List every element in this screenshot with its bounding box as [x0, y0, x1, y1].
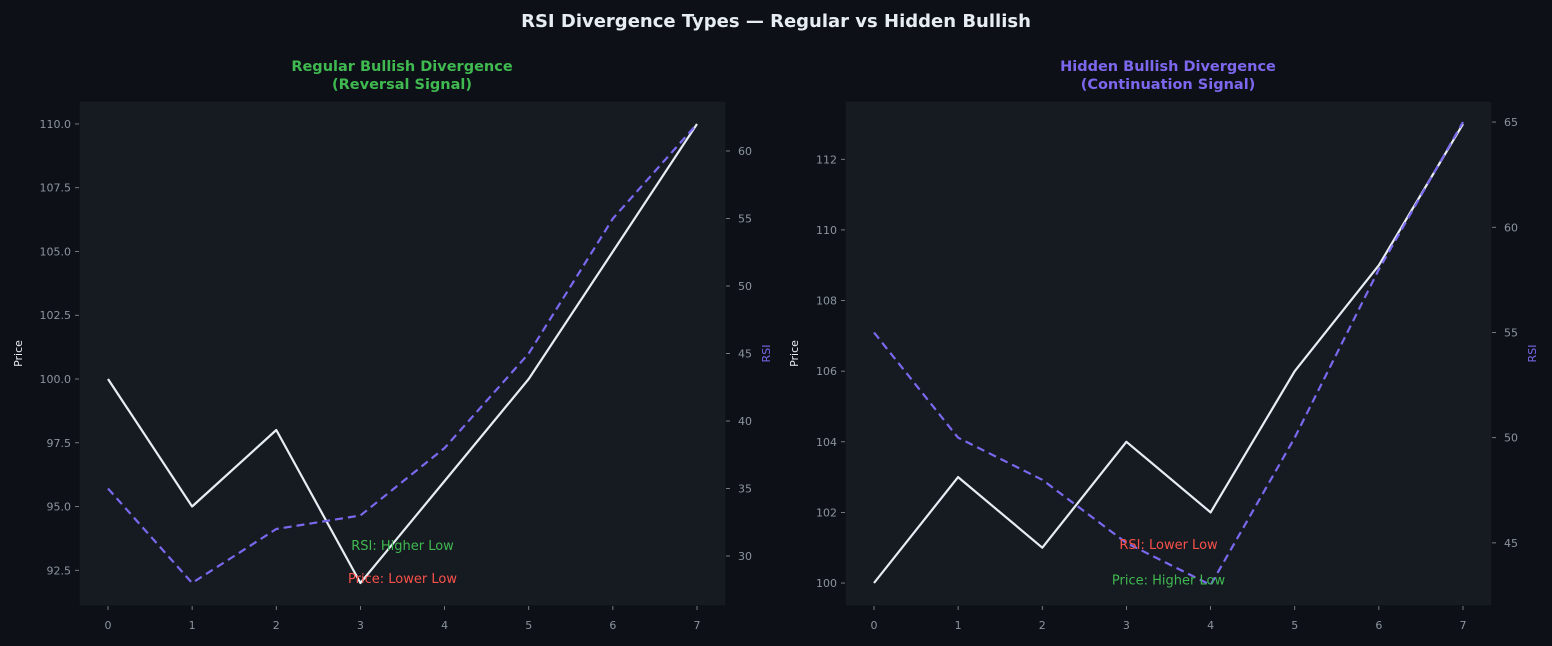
- x-tick-label: 4: [1207, 619, 1214, 632]
- price-series-line: [873, 123, 1464, 584]
- y2-axis-label: RSI: [760, 345, 773, 363]
- panel-title-line: Hidden Bullish Divergence: [1060, 59, 1276, 75]
- y-tick-label: 107.5: [40, 182, 72, 195]
- annotation-label: Price: Higher Low: [1112, 574, 1226, 589]
- y-tick-label: 105.0: [40, 245, 72, 258]
- x-tick-label: 5: [1291, 619, 1298, 632]
- panel-title: Hidden Bullish Divergence (Continuation S…: [1060, 59, 1276, 93]
- y-tick-label: 100: [816, 577, 837, 590]
- y-tick-label: 108: [816, 295, 837, 308]
- annotation-label: RSI: Lower Low: [1119, 538, 1218, 553]
- plot-area: [844, 100, 1493, 607]
- x-tick-label: 6: [609, 619, 616, 632]
- y2-tick-label: 65: [1504, 116, 1518, 129]
- y2-tick-label: 50: [1504, 432, 1518, 445]
- y-tick-label: 112: [816, 153, 837, 166]
- y2-tick-label: 45: [1504, 537, 1518, 550]
- rsi-series-line: [107, 123, 698, 585]
- annotation-label: RSI: Higher Low: [351, 539, 454, 554]
- plot-area: [78, 100, 727, 607]
- y-tick-label: 92.5: [47, 564, 72, 577]
- annotation-label: Price: Lower Low: [348, 572, 457, 587]
- rsi-series-line: [873, 121, 1464, 587]
- y2-tick-label: 35: [738, 483, 752, 496]
- x-tick-label: 5: [525, 619, 532, 632]
- x-tick-label: 3: [1123, 619, 1130, 632]
- panel-title: Regular Bullish Divergence (Reversal Sign…: [291, 59, 513, 93]
- y2-tick-label: 50: [738, 280, 752, 293]
- x-tick-label: 2: [273, 619, 280, 632]
- y2-tick-label: 55: [1504, 326, 1518, 339]
- y-tick-label: 102.5: [40, 309, 72, 322]
- x-tick-label: 7: [694, 619, 701, 632]
- x-tick-label: 2: [1039, 619, 1046, 632]
- y2-tick-label: 60: [738, 145, 752, 158]
- y2-axis-label: RSI: [1526, 345, 1539, 363]
- x-tick-label: 7: [1460, 619, 1467, 632]
- y2-tick-label: 55: [738, 212, 752, 225]
- chart-panel-1: Regular Bullish Divergence (Reversal Sign…: [12, 59, 773, 632]
- x-tick-label: 1: [189, 619, 196, 632]
- y-axis-label: Price: [12, 340, 25, 367]
- y-tick-label: 100.0: [40, 373, 72, 386]
- figure-title: RSI Divergence Types — Regular vs Hidden…: [521, 11, 1031, 32]
- y-tick-label: 102: [816, 506, 837, 519]
- y2-tick-label: 40: [738, 415, 752, 428]
- x-tick-label: 0: [105, 619, 112, 632]
- y2-tick-label: 30: [738, 550, 752, 563]
- panel-title-line: Regular Bullish Divergence: [291, 59, 513, 75]
- y2-tick-label: 60: [1504, 221, 1518, 234]
- y-tick-label: 110: [816, 224, 837, 237]
- x-tick-label: 1: [955, 619, 962, 632]
- y-tick-label: 104: [816, 436, 837, 449]
- y-axis-label: Price: [788, 340, 801, 367]
- chart-panel-2: Hidden Bullish Divergence (Continuation S…: [788, 59, 1539, 632]
- x-tick-label: 3: [357, 619, 364, 632]
- panel-title-line: (Continuation Signal): [1081, 77, 1256, 93]
- y-tick-label: 95.0: [47, 501, 72, 514]
- x-tick-label: 6: [1375, 619, 1382, 632]
- price-series-line: [107, 123, 698, 585]
- x-tick-label: 0: [871, 619, 878, 632]
- x-tick-label: 4: [441, 619, 448, 632]
- y-tick-label: 97.5: [47, 437, 72, 450]
- y2-tick-label: 45: [738, 348, 752, 361]
- y-tick-label: 110.0: [40, 118, 72, 131]
- panel-title-line: (Reversal Signal): [332, 77, 472, 93]
- y-tick-label: 106: [816, 365, 837, 378]
